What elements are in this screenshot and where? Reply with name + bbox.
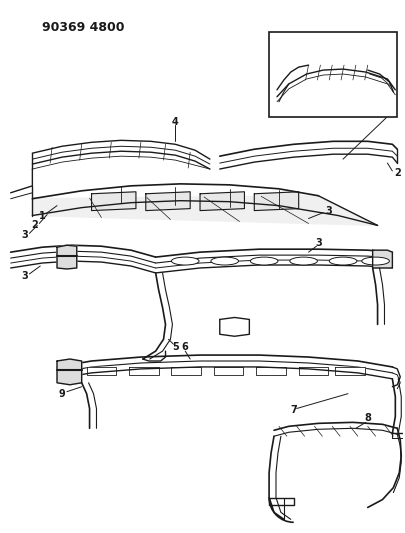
Polygon shape xyxy=(32,196,377,225)
Polygon shape xyxy=(254,192,298,211)
Polygon shape xyxy=(57,245,77,269)
Text: 3: 3 xyxy=(21,271,28,281)
Ellipse shape xyxy=(328,257,356,265)
Polygon shape xyxy=(298,367,328,375)
Text: 6: 6 xyxy=(181,342,188,352)
Text: 4: 4 xyxy=(172,117,178,126)
Polygon shape xyxy=(145,192,190,211)
Text: 3: 3 xyxy=(324,206,331,215)
Text: 2: 2 xyxy=(393,168,400,178)
Ellipse shape xyxy=(289,257,317,265)
Ellipse shape xyxy=(171,257,198,265)
Polygon shape xyxy=(372,250,391,268)
Text: 5: 5 xyxy=(172,342,178,352)
Polygon shape xyxy=(91,192,136,211)
Polygon shape xyxy=(200,192,244,211)
Polygon shape xyxy=(129,367,158,375)
Text: 3: 3 xyxy=(314,238,321,248)
Bar xyxy=(269,33,396,117)
Polygon shape xyxy=(335,367,364,375)
Text: 7: 7 xyxy=(290,406,296,416)
Text: 1: 1 xyxy=(39,211,45,221)
Ellipse shape xyxy=(210,257,238,265)
Ellipse shape xyxy=(250,257,277,265)
Text: 2: 2 xyxy=(31,221,38,230)
Ellipse shape xyxy=(361,257,388,265)
Polygon shape xyxy=(57,359,81,385)
Text: 3: 3 xyxy=(21,230,28,240)
Text: 9: 9 xyxy=(58,389,65,399)
Polygon shape xyxy=(86,367,116,375)
Text: 90369 4800: 90369 4800 xyxy=(42,21,124,34)
Polygon shape xyxy=(213,367,243,375)
Text: 8: 8 xyxy=(363,414,370,423)
Polygon shape xyxy=(256,367,285,375)
Polygon shape xyxy=(171,367,200,375)
